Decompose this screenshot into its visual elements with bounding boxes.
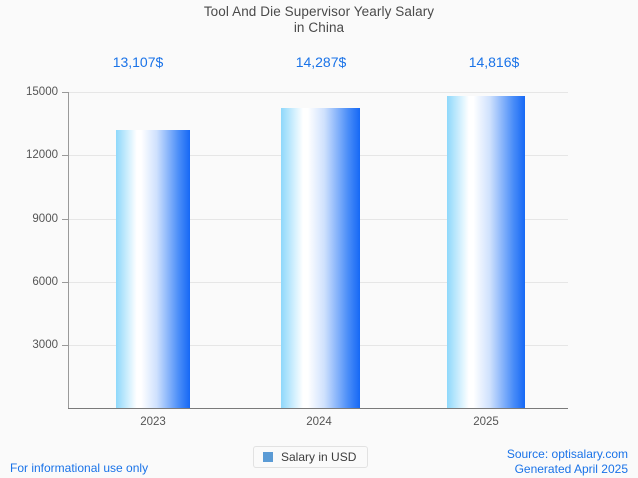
x-axis-tick-label-2024: 2024 xyxy=(306,416,332,428)
chart-title: Tool And Die Supervisor Yearly Salary in… xyxy=(0,4,638,36)
bar-2024[interactable] xyxy=(281,108,360,408)
x-axis-line xyxy=(68,408,568,409)
y-axis-tick-mark-15000 xyxy=(62,92,68,93)
legend-swatch-icon xyxy=(263,452,273,462)
source-block: Source: optisalary.com Generated April 2… xyxy=(507,447,628,477)
y-axis-tick-label-15000: 15000 xyxy=(26,86,58,98)
gridline-15000 xyxy=(68,92,568,93)
y-axis-tick-label-6000: 6000 xyxy=(32,276,58,288)
y-axis-tick-mark-12000 xyxy=(62,155,68,156)
y-axis-tick-label-12000: 12000 xyxy=(26,149,58,161)
x-axis-tick-label-2023: 2023 xyxy=(140,416,166,428)
disclaimer-text: For informational use only xyxy=(10,461,149,475)
x-axis-tick-label-2025: 2025 xyxy=(473,416,499,428)
bar-2025[interactable] xyxy=(447,96,525,408)
plot-area xyxy=(68,92,568,408)
y-axis-tick-mark-3000 xyxy=(62,345,68,346)
y-axis-tick-label-3000: 3000 xyxy=(32,339,58,351)
y-axis-line xyxy=(68,92,69,409)
bar-2023[interactable] xyxy=(116,130,190,408)
value-label-2025: 14,816$ xyxy=(468,54,520,70)
y-axis-tick-mark-9000 xyxy=(62,219,68,220)
generated-date-text: Generated April 2025 xyxy=(514,462,628,476)
source-text: Source: optisalary.com xyxy=(506,447,628,461)
y-axis-tick-label-9000: 9000 xyxy=(32,213,58,225)
value-label-2023: 13,107$ xyxy=(112,54,164,70)
chart-title-line-1: Tool And Die Supervisor Yearly Salary xyxy=(203,4,435,19)
chart-title-line-2: in China xyxy=(293,20,345,35)
value-label-2024: 14,287$ xyxy=(295,54,347,70)
legend[interactable]: Salary in USD xyxy=(253,446,369,468)
legend-item-label: Salary in USD xyxy=(281,450,357,464)
y-axis-tick-mark-6000 xyxy=(62,282,68,283)
